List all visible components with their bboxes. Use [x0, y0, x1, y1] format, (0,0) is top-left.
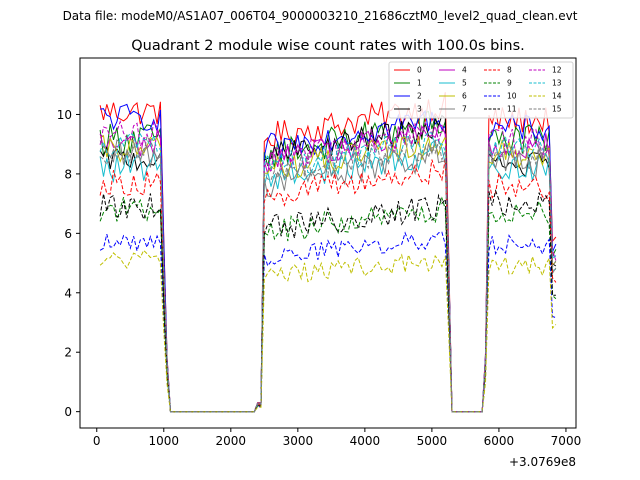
- series-line-15: [99, 135, 557, 413]
- x-tick-label: 2000: [216, 434, 247, 448]
- legend-label: 3: [417, 105, 422, 114]
- y-tick-label: 2: [64, 346, 72, 360]
- x-tick-label: 5000: [417, 434, 448, 448]
- y-tick-label: 10: [57, 108, 72, 122]
- legend-label: 8: [507, 66, 512, 75]
- legend-label: 1: [417, 79, 422, 88]
- legend-label: 13: [552, 79, 562, 88]
- x-tick-label: 7000: [551, 434, 582, 448]
- x-tick-label: 4000: [350, 434, 381, 448]
- legend-box: [388, 61, 574, 119]
- legend-label: 2: [417, 92, 422, 101]
- x-tick-label: 1000: [149, 434, 180, 448]
- x-axis: 0 1000 2000 3000 4000 5000 6000 7000: [93, 428, 581, 448]
- x-tick-label: 0: [93, 434, 101, 448]
- legend-label: 4: [462, 66, 467, 75]
- legend-label: 9: [507, 79, 512, 88]
- figure-suptitle: Data file: modeM0/AS1A07_006T04_90000032…: [63, 9, 578, 23]
- legend-label: 0: [417, 66, 422, 75]
- series-line-10: [99, 231, 557, 413]
- x-tick-label: 6000: [484, 434, 515, 448]
- x-offset-label: +3.0769e8: [509, 455, 576, 469]
- y-tick-label: 4: [64, 286, 72, 300]
- legend-label: 7: [462, 105, 467, 114]
- legend-label: 5: [462, 79, 467, 88]
- legend-label: 10: [507, 92, 517, 101]
- y-axis: 0 2 4 6 8 10: [57, 108, 80, 419]
- y-tick-label: 6: [64, 227, 72, 241]
- legend-label: 12: [552, 66, 562, 75]
- x-tick-label: 3000: [283, 434, 314, 448]
- legend-label: 15: [552, 105, 562, 114]
- series-line-11: [99, 189, 556, 413]
- legend-label: 11: [507, 105, 517, 114]
- y-tick-label: 0: [64, 405, 72, 419]
- plot-lines: [99, 92, 557, 413]
- y-tick-label: 8: [64, 167, 72, 181]
- plot-area-frame: [79, 57, 577, 429]
- chart-title: Quadrant 2 module wise count rates with …: [131, 38, 525, 54]
- legend-label: 6: [462, 92, 467, 101]
- legend-label: 14: [552, 92, 562, 101]
- series-line-14: [99, 249, 557, 413]
